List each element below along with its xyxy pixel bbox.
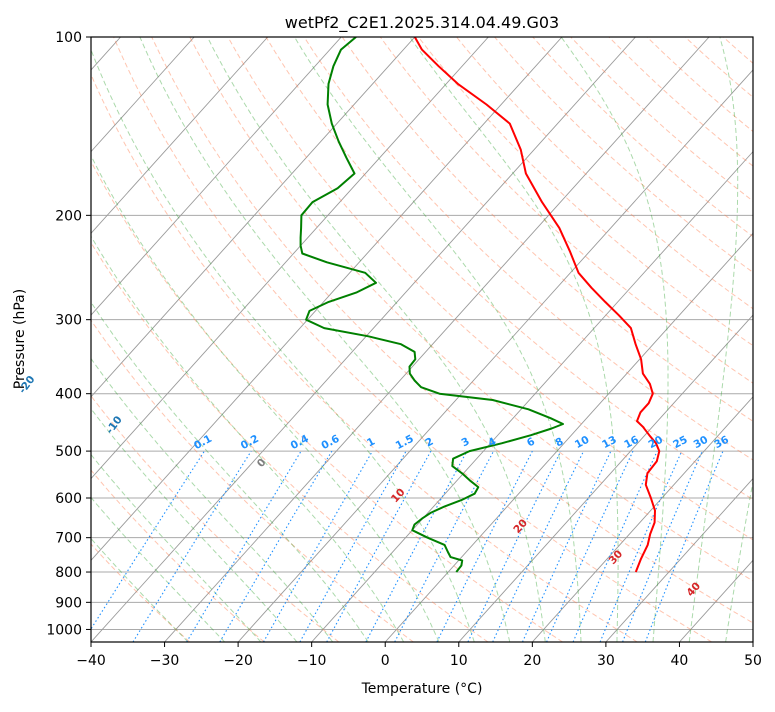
y-tick-label: 800 <box>55 565 82 581</box>
x-tick-label: 10 <box>450 653 468 669</box>
x-tick-label: 30 <box>597 653 615 669</box>
chart-title: wetPf2_C2E1.2025.314.04.49.G03 <box>285 13 559 33</box>
x-axis-label: Temperature (°C) <box>361 681 483 697</box>
y-axis-label: Pressure (hPa) <box>12 289 28 389</box>
x-tick-label: −30 <box>150 653 180 669</box>
y-tick-label: 600 <box>55 491 82 507</box>
x-tick-label: 50 <box>744 653 762 669</box>
y-tick-label: 500 <box>55 444 82 460</box>
y-tick-label: 200 <box>55 208 82 224</box>
y-tick-label: 900 <box>55 595 82 611</box>
y-tick-label: 1000 <box>46 622 82 638</box>
y-tick-label: 300 <box>55 313 82 329</box>
x-tick-label: −40 <box>76 653 106 669</box>
y-tick-label: 400 <box>55 387 82 403</box>
y-tick-label: 700 <box>55 531 82 547</box>
x-tick-label: 40 <box>671 653 689 669</box>
x-tick-label: 20 <box>523 653 541 669</box>
x-tick-label: −20 <box>223 653 253 669</box>
x-tick-label: −10 <box>297 653 327 669</box>
y-tick-label: 100 <box>55 30 82 46</box>
x-tick-label: 0 <box>381 653 390 669</box>
plot-area <box>91 37 753 642</box>
